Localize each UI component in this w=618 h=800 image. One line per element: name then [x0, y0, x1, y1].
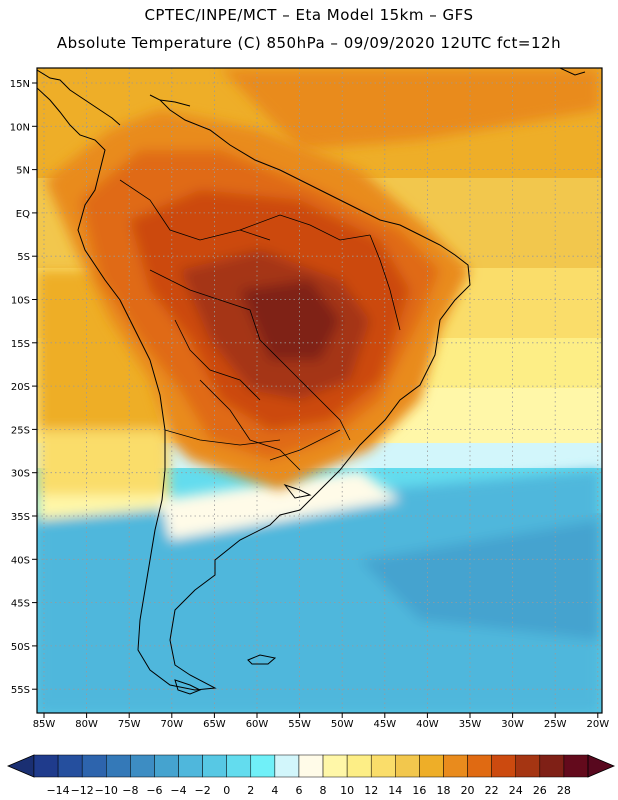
lat-label: 40S	[11, 555, 30, 566]
lat-label: 30S	[11, 469, 30, 480]
colorbar	[6, 754, 616, 778]
lat-label: 25S	[11, 425, 30, 436]
lon-label: 35W	[459, 719, 482, 730]
colorbar-label: −8	[122, 784, 138, 797]
colorbar-swatch	[515, 754, 541, 778]
colorbar-label: 4	[271, 784, 278, 797]
lat-label: 5S	[17, 252, 30, 263]
colorbar-label: 6	[295, 784, 302, 797]
colorbar-label: 10	[340, 784, 354, 797]
lon-label: 80W	[75, 719, 98, 730]
colorbar-swatch	[419, 754, 444, 778]
lon-label: 40W	[416, 719, 439, 730]
lat-label: 10S	[11, 296, 30, 307]
colorbar-label: −14	[46, 784, 69, 797]
lon-label: 70W	[160, 719, 183, 730]
colorbar-label: 24	[509, 784, 523, 797]
colorbar-label: −10	[95, 784, 118, 797]
colorbar-swatch	[57, 754, 83, 778]
title-line-2: Absolute Temperature (C) 850hPa – 09/09/…	[56, 34, 562, 52]
colorbar-swatch	[178, 754, 203, 778]
colorbar-label: −6	[146, 784, 162, 797]
latitude-labels: 15N 10N 5N EQ 5S 10S 15S 20S 25S 30S 35S 40S 45S 50S 5…	[10, 79, 37, 696]
colorbar-label: 28	[557, 784, 571, 797]
lon-label: 30W	[501, 719, 524, 730]
colorbar-label: 22	[485, 784, 499, 797]
colorbar-swatch	[106, 754, 131, 778]
lon-label: 50W	[331, 719, 354, 730]
colorbar-swatch	[322, 754, 348, 778]
lat-label: 10N	[10, 122, 30, 133]
lon-label: 55W	[288, 719, 311, 730]
lat-label: EQ	[16, 209, 30, 220]
colorbar-label: 16	[412, 784, 426, 797]
colorbar-labels: −14 −12 −10 −8 −6 −4 −2 0 2 4 6 8 10 12 14 16 18 20 22 24 26…	[46, 784, 570, 797]
lat-label: 20S	[11, 382, 30, 393]
longitude-labels: 85W 80W 75W 70W 65W 60W 55W 50W 45W 40W 35W 30W 25W 2…	[33, 713, 609, 730]
colorbar-label: 20	[461, 784, 475, 797]
lon-label: 85W	[33, 719, 56, 730]
colorbar-label: 2	[247, 784, 254, 797]
colorbar-label: −4	[170, 784, 186, 797]
lon-label: 65W	[203, 719, 226, 730]
colorbar-label: 12	[364, 784, 378, 797]
colorbar-label: −12	[71, 784, 94, 797]
lat-label: 35S	[11, 512, 30, 523]
lat-label: 45S	[11, 599, 30, 610]
coastlines	[37, 68, 586, 695]
temperature-field	[37, 68, 602, 713]
colorbar-swatch	[274, 754, 300, 778]
lat-label: 55S	[11, 685, 30, 696]
map-frame	[36, 67, 603, 714]
lat-label: 15N	[10, 79, 30, 90]
colorbar-swatch	[563, 754, 589, 778]
colorbar-label: 18	[436, 784, 450, 797]
colorbar-swatch	[395, 754, 420, 778]
colorbar-swatch	[202, 754, 227, 778]
colorbar-min-arrow	[6, 754, 35, 778]
colorbar-swatch	[491, 754, 516, 778]
lon-label: 25W	[544, 719, 567, 730]
colorbar-label: −2	[194, 784, 210, 797]
lat-label: 15S	[11, 339, 30, 350]
colorbar-max-arrow	[587, 754, 616, 778]
lon-label: 45W	[373, 719, 396, 730]
colorbar-swatch	[154, 754, 179, 778]
colorbar-swatch	[250, 754, 276, 778]
lon-label: 75W	[118, 719, 141, 730]
colorbar-label: 14	[388, 784, 402, 797]
colorbar-swatch	[443, 754, 468, 778]
colorbar-swatch	[226, 754, 252, 778]
colorbar-swatch	[33, 754, 59, 778]
colorbar-label: 8	[320, 784, 327, 797]
lat-label: 50S	[11, 642, 30, 653]
title-line-1: CPTEC/INPE/MCT – Eta Model 15km – GFS	[144, 6, 474, 24]
lat-label: 5N	[16, 166, 30, 177]
colorbar-swatch	[467, 754, 492, 778]
country-borders	[119, 179, 401, 471]
colorbar-swatch	[370, 754, 396, 778]
colorbar-swatch	[539, 754, 565, 778]
colorbar-swatch	[298, 754, 324, 778]
colorbar-swatch	[346, 754, 372, 778]
colorbar-swatch	[81, 754, 107, 778]
lon-label: 20W	[586, 719, 609, 730]
colorbar-label: 26	[533, 784, 547, 797]
lon-label: 60W	[246, 719, 269, 730]
colorbar-swatch	[130, 754, 155, 778]
colorbar-label: 0	[223, 784, 230, 797]
